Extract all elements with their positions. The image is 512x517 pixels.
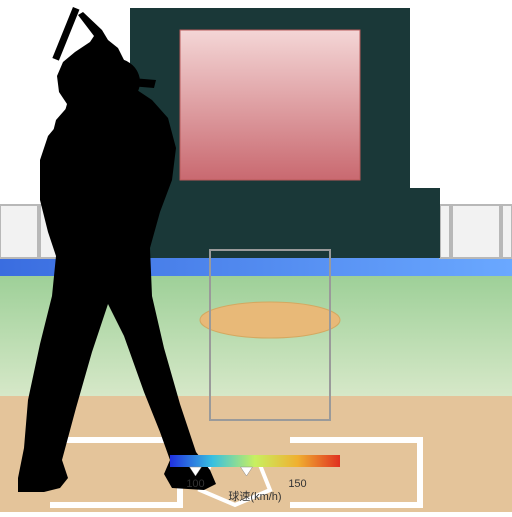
stand-seat xyxy=(0,205,38,258)
legend-tick-label: 150 xyxy=(288,478,306,490)
pitch-chart: 100 150 球速(km/h) xyxy=(0,0,512,512)
pitchers-mound xyxy=(200,302,340,338)
chart-svg: 100 150 球速(km/h) xyxy=(0,0,512,512)
speed-legend-bar xyxy=(170,455,340,467)
scoreboard-screen xyxy=(180,30,360,180)
stand-seat xyxy=(440,205,450,258)
stand-seat xyxy=(452,205,500,258)
legend-axis-label: 球速(km/h) xyxy=(228,489,281,503)
stand-seat xyxy=(502,205,512,258)
legend-tick-label: 100 xyxy=(186,478,204,490)
